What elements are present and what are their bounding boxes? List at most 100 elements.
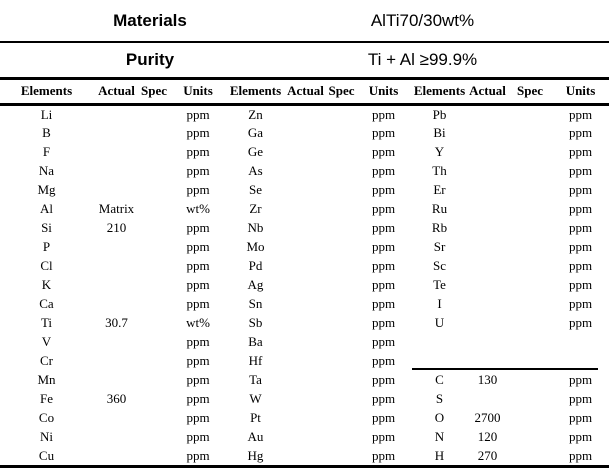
units-cell: ppm [371, 220, 396, 235]
element-cell: Au [247, 429, 264, 444]
materials-row: Materials AlTi70/30wt% [0, 0, 609, 41]
actual-cell [467, 123, 508, 142]
element-cell: Hf [248, 353, 263, 368]
spec-cell [508, 408, 552, 427]
actual-cell [283, 408, 328, 427]
col-header-actual-3: Actual [467, 80, 508, 106]
element-cell: As [248, 163, 263, 178]
element-cell: Li [40, 106, 53, 122]
actual-cell [93, 161, 140, 180]
spec-cell [508, 370, 552, 389]
col-header-elements-3: Elements [412, 80, 467, 106]
units-cell: ppm [371, 277, 396, 292]
spec-cell [508, 446, 552, 465]
spec-cell [140, 294, 168, 313]
units-cell: ppm [186, 334, 210, 349]
actual-cell [93, 351, 140, 370]
units-cell: ppm [371, 239, 396, 254]
spec-cell [508, 275, 552, 294]
actual-cell: 2700 [474, 410, 501, 425]
element-cell: P [42, 239, 51, 254]
actual-cell: 360 [106, 391, 127, 406]
spec-cell [508, 389, 552, 408]
units-cell: ppm [186, 353, 210, 368]
actual-cell [467, 161, 508, 180]
element-cell: Pd [248, 258, 263, 273]
element-cell: Ni [40, 429, 53, 444]
col-header-units-3: Units [552, 80, 609, 106]
spec-cell [328, 408, 355, 427]
spec-cell [140, 104, 168, 123]
actual-cell [283, 256, 328, 275]
element-cell: Sb [248, 315, 263, 330]
spec-cell [328, 332, 355, 351]
element-cell: Se [249, 182, 262, 197]
units-cell: ppm [568, 372, 593, 387]
spec-cell [140, 389, 168, 408]
element-cell: Te [433, 277, 446, 292]
units-cell: ppm [568, 429, 593, 444]
purity-value: Ti + Al ≥99.9% [367, 50, 478, 69]
units-cell: ppm [568, 315, 593, 330]
units-cell: ppm [186, 125, 210, 140]
actual-cell [283, 370, 328, 389]
purity-label: Purity [125, 50, 175, 69]
units-cell: ppm [186, 391, 210, 406]
actual-cell [283, 427, 328, 446]
actual-cell [283, 313, 328, 332]
actual-cell [283, 275, 328, 294]
units-cell: ppm [371, 334, 396, 349]
table-row: Cl ppm Pd ppm Sc ppm [0, 256, 609, 275]
element-cell: Nb [247, 220, 264, 235]
element-cell: Zn [248, 106, 263, 122]
element-cell: Pb [432, 106, 447, 122]
col-header-actual-2: Actual [283, 80, 328, 106]
units-cell: ppm [568, 258, 593, 273]
units-cell: ppm [568, 144, 593, 159]
spec-cell [140, 161, 168, 180]
table-row: Al Matrix wt% Zr ppm Ru ppm [0, 199, 609, 218]
actual-cell [283, 389, 328, 408]
materials-value: AlTi70/30wt% [370, 10, 475, 30]
units-cell: ppm [371, 163, 396, 178]
actual-cell [467, 389, 508, 408]
units-cell [552, 332, 609, 351]
spec-cell [508, 256, 552, 275]
actual-cell [283, 123, 328, 142]
element-cell: Pt [250, 410, 261, 425]
spec-cell [328, 142, 355, 161]
spec-cell [328, 370, 355, 389]
actual-cell [283, 218, 328, 237]
units-cell: ppm [568, 391, 593, 406]
actual-cell [93, 237, 140, 256]
element-cell: Mn [37, 372, 56, 387]
actual-cell [283, 180, 328, 199]
element-cell: Cu [38, 448, 55, 463]
actual-cell [467, 218, 508, 237]
element-cell: Ga [247, 125, 264, 140]
units-cell: ppm [568, 201, 593, 216]
actual-cell: 210 [106, 220, 127, 235]
element-cell: Fe [40, 391, 53, 406]
element-cell: F [42, 144, 51, 159]
spec-cell [328, 180, 355, 199]
units-cell: ppm [371, 391, 396, 406]
units-cell: ppm [568, 125, 593, 140]
element-cell: I [437, 296, 442, 311]
table-row: Cu ppm Hg ppm H 270 ppm [0, 446, 609, 465]
units-cell: ppm [568, 182, 593, 197]
actual-cell [93, 104, 140, 123]
element-cell: Zr [249, 201, 262, 216]
element-cell: Mg [37, 182, 56, 197]
actual-cell [93, 332, 140, 351]
actual-cell [467, 237, 508, 256]
actual-cell [283, 199, 328, 218]
element-cell: Bi [433, 125, 446, 140]
spec-cell [508, 332, 552, 351]
